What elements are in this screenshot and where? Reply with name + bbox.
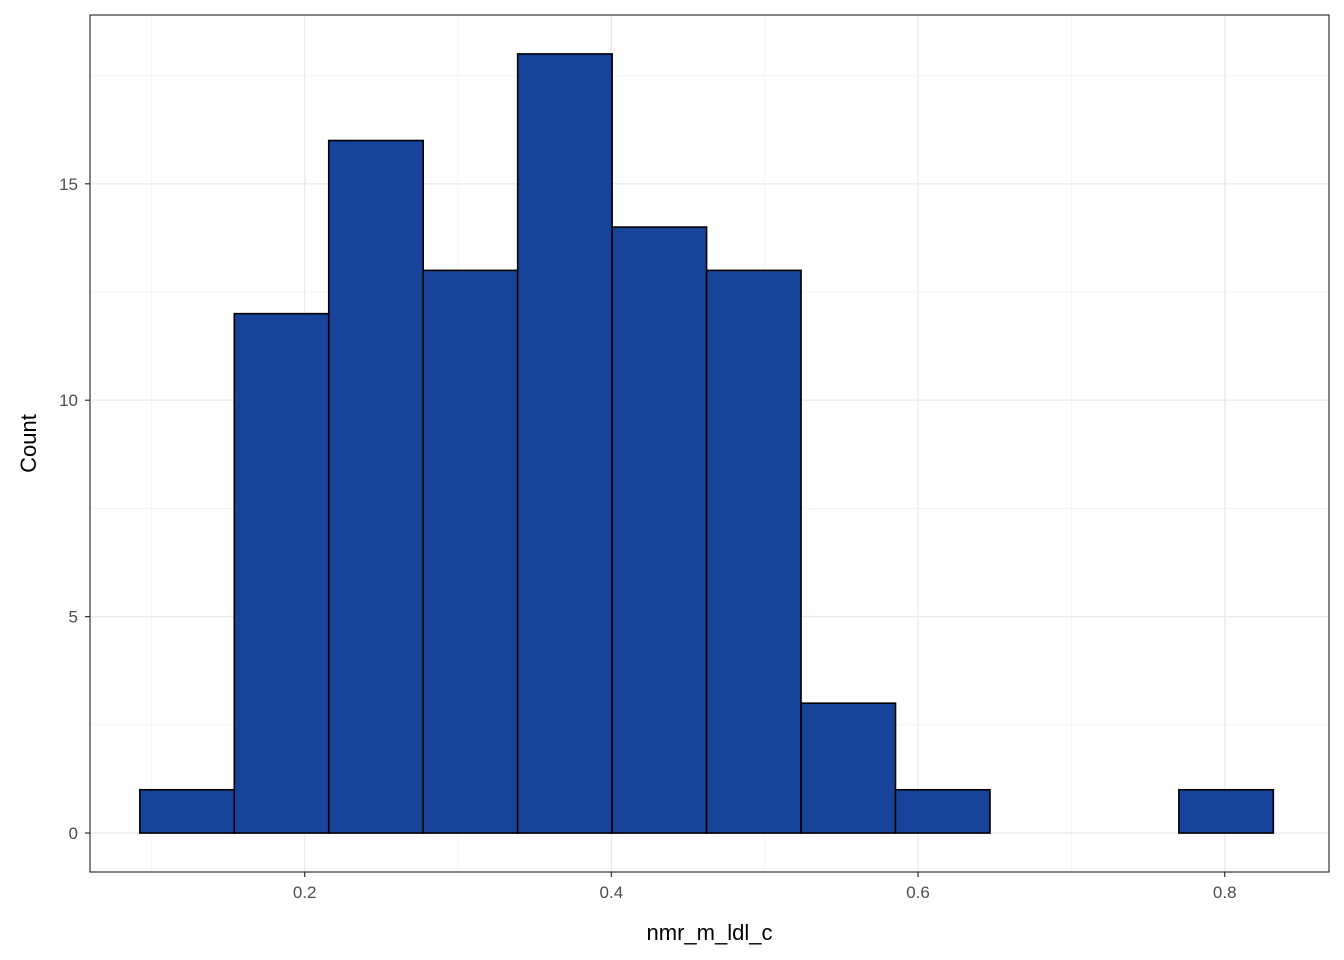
x-tick-label: 0.4: [600, 883, 624, 902]
histogram-bar-2: [327, 139, 425, 834]
histogram-bar-3: [422, 269, 519, 834]
histogram-bar-11: [1178, 788, 1275, 834]
histogram-bar-5: [611, 226, 708, 834]
x-tick-label: 0.6: [906, 883, 930, 902]
histogram-bar-0: [139, 788, 236, 834]
histogram-bar-7: [800, 702, 897, 834]
histogram-bar-1: [233, 312, 330, 834]
y-axis-title: Count: [16, 414, 41, 473]
x-axis-title: nmr_m_ldl_c: [647, 920, 773, 945]
x-tick-label: 0.2: [293, 883, 317, 902]
x-tick-label: 0.8: [1213, 883, 1237, 902]
y-tick-label: 5: [69, 608, 78, 627]
histogram-bar-6: [705, 269, 802, 834]
histogram-bar-8: [894, 788, 991, 834]
histogram-bars: [139, 53, 1275, 834]
y-tick-label: 15: [59, 175, 78, 194]
y-axis-ticks: 0 5 10 15: [59, 175, 90, 843]
histogram-bar-4: [516, 53, 613, 834]
plot-panel-border: [89, 14, 1330, 873]
y-tick-label: 0: [69, 824, 78, 843]
x-axis-ticks: 0.2 0.4 0.6 0.8: [293, 872, 1237, 902]
y-tick-label: 10: [59, 391, 78, 410]
